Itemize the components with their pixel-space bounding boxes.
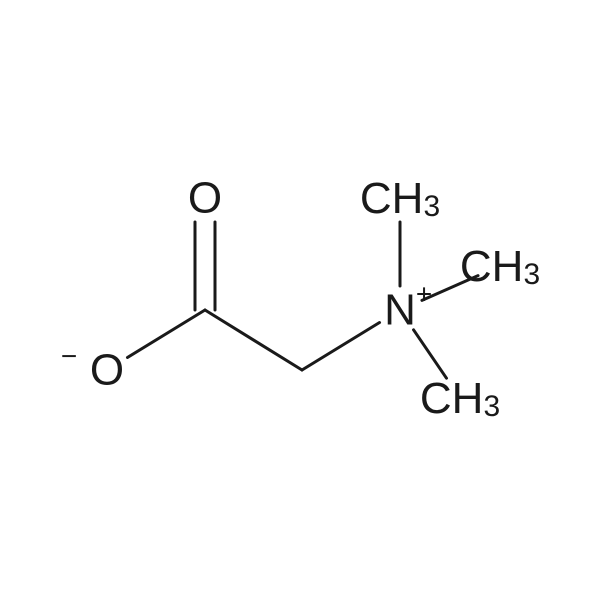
atom-CH3_bottom: CH3 (420, 374, 500, 423)
charge-N: + (416, 279, 432, 310)
charge-O_minus: − (61, 341, 77, 372)
chemical-structure: O−ON+CH3CH3CH3 (0, 0, 600, 600)
atom-CH3_right: CH3 (460, 242, 540, 291)
atom-O_minus: O (90, 346, 124, 395)
atom-CH3_top: CH3 (360, 174, 440, 223)
atom-O_double: O (188, 174, 222, 223)
structure-svg: O−ON+CH3CH3CH3 (0, 0, 600, 600)
atom-N: N (384, 286, 416, 335)
